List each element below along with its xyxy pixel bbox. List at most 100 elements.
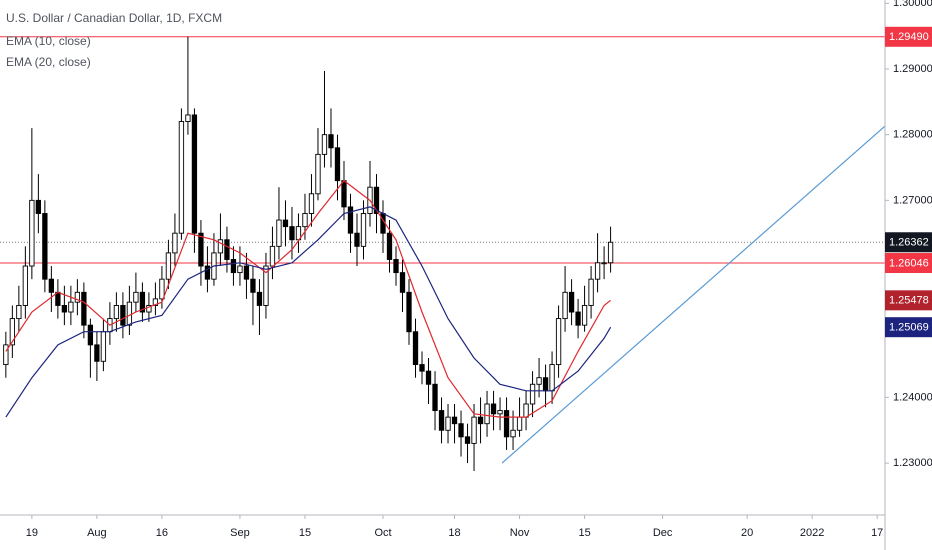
candle-body <box>269 245 276 267</box>
candle-body <box>94 344 100 362</box>
trendline <box>501 125 885 464</box>
candle-body <box>42 213 48 280</box>
candle-body <box>74 291 81 303</box>
x-tick-label: 17 <box>871 527 883 539</box>
x-tick-label: 2022 <box>800 527 824 539</box>
candle-body <box>152 298 159 306</box>
price-line-label-bg <box>885 253 932 274</box>
candle-body <box>484 403 490 425</box>
candle-body <box>230 259 237 274</box>
candle-body <box>412 331 419 366</box>
candle-body <box>568 291 575 313</box>
chart-title: U.S. Dollar / Canadian Dollar, 1D, FXCM <box>6 11 222 25</box>
candle-body <box>68 301 74 313</box>
candle-body <box>250 278 256 293</box>
candle-body <box>55 291 61 306</box>
price-line-label-bg <box>885 26 932 47</box>
candle-body <box>425 370 432 385</box>
candle-body <box>562 291 568 320</box>
candle-body <box>224 239 230 260</box>
candle-body <box>360 213 367 247</box>
candle-body <box>315 153 321 195</box>
candle-body <box>594 262 601 280</box>
candle-body <box>237 265 243 274</box>
x-tick-label: 15 <box>299 527 311 539</box>
candle-body <box>516 416 523 431</box>
price-line-label: 1.29490 <box>889 31 929 43</box>
candle-body <box>282 219 289 228</box>
price-line-label: 1.26362 <box>889 237 929 249</box>
x-tick-label: Aug <box>87 527 107 539</box>
candle-body <box>432 383 438 412</box>
candle-body <box>159 278 165 300</box>
x-tick-label: 15 <box>578 527 590 539</box>
candle-body <box>451 416 458 425</box>
candle-body <box>16 305 22 320</box>
candle-body <box>464 436 471 444</box>
candle-body <box>120 305 126 326</box>
candle-body <box>607 241 614 264</box>
candle-body <box>276 219 282 247</box>
candle-body <box>347 206 354 234</box>
candle-body <box>308 193 315 214</box>
candle-body <box>217 239 224 254</box>
candle-body <box>185 114 191 122</box>
candle-body <box>243 265 250 280</box>
y-tick-label: 1.23000 <box>893 457 932 469</box>
candle-body <box>419 364 425 372</box>
x-tick-label: Oct <box>374 527 391 539</box>
candle-body <box>146 305 152 313</box>
plot-area <box>0 36 885 471</box>
x-tick-label: 19 <box>26 527 38 539</box>
candle-body <box>354 232 360 247</box>
price-line-label: 1.26046 <box>889 257 929 269</box>
candle-body <box>601 262 607 265</box>
candle-body <box>133 291 139 303</box>
candle-body <box>321 134 328 155</box>
candle-body <box>529 383 536 405</box>
candle-body <box>510 429 516 438</box>
candle-body <box>165 252 172 280</box>
candle-body <box>523 403 529 418</box>
candle-body <box>341 180 347 208</box>
candle-body <box>458 423 464 438</box>
x-tick-label: Dec <box>653 527 673 539</box>
ema-line <box>5 179 611 418</box>
y-tick-label: 1.28000 <box>893 129 932 141</box>
candle-body <box>48 278 55 293</box>
candle-body <box>445 416 451 431</box>
x-tick-label: 16 <box>156 527 168 539</box>
candle-body <box>477 416 484 425</box>
candle-body <box>588 278 594 306</box>
candle-body <box>35 199 42 214</box>
candle-body <box>386 232 393 260</box>
ema-last-label: 1.25069 <box>889 322 929 334</box>
price-line-label-bg <box>885 232 932 253</box>
ema-line <box>5 206 612 418</box>
candle-body <box>256 291 263 306</box>
candle-body <box>191 114 198 234</box>
candle-body <box>61 305 68 313</box>
candle-body <box>113 305 120 320</box>
candle-body <box>581 305 588 326</box>
candle-body <box>373 186 380 214</box>
candle-body <box>87 324 94 346</box>
ema-last-label: 1.25478 <box>889 295 929 307</box>
candle-body <box>81 291 87 326</box>
candle-body <box>536 377 542 385</box>
candle-body <box>263 265 269 306</box>
ema-last-label-bg <box>885 290 932 311</box>
candle-body <box>328 134 334 149</box>
candle-body <box>3 344 9 366</box>
candle-body <box>555 318 562 366</box>
candle-body <box>497 410 503 415</box>
candle-body <box>393 259 399 274</box>
candle-body <box>198 232 204 267</box>
candle-body <box>549 364 555 392</box>
x-tick-label: 20 <box>741 527 753 539</box>
candle-body <box>575 311 581 326</box>
candle-body <box>490 403 497 415</box>
y-tick-label: 1.24000 <box>893 391 932 403</box>
candle-body <box>204 265 211 280</box>
x-tick-label: Nov <box>510 527 530 539</box>
